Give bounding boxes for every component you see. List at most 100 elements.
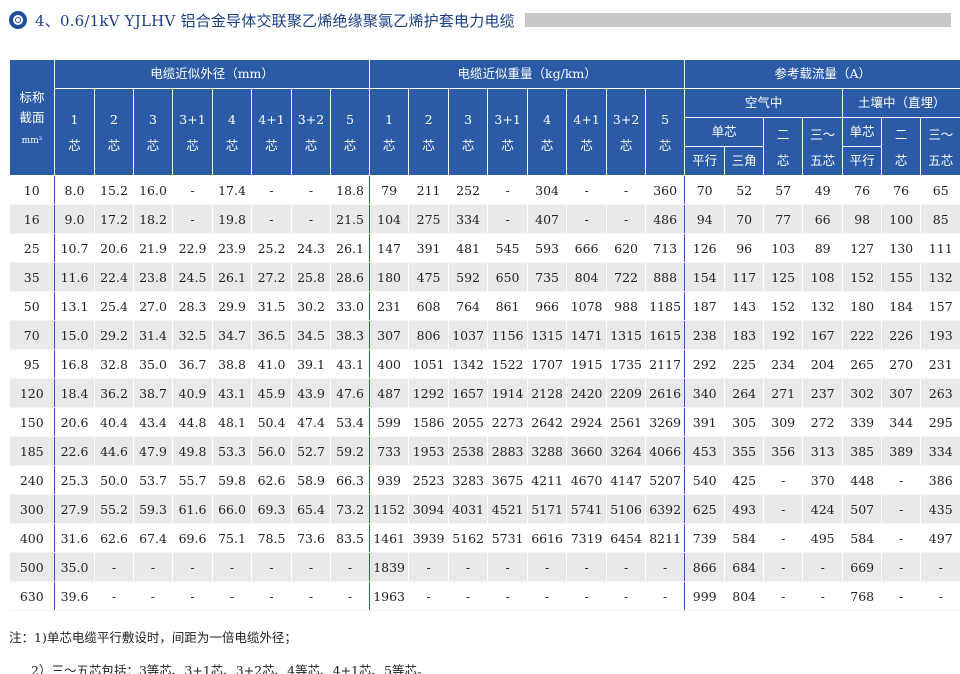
value-cell: 23.9 [212,233,252,263]
value-cell: 6616 [527,523,568,553]
value-cell: 6454 [606,523,647,553]
value-cell: 2561 [606,407,647,437]
value-cell: 26.1 [212,262,252,292]
value-cell: 391 [408,233,450,263]
value-cell: 167 [802,320,844,350]
table-row: 70 15.0 29.2 31.4 32.5 34.7 36.5 34.5 38.3 307 806… [9,320,960,350]
value-cell: 8211 [645,523,686,553]
value-cell: - [606,204,647,234]
value-cell: 28.6 [330,262,371,292]
value-cell: - [566,581,608,611]
section-cell: 630 [9,581,55,611]
value-cell: - [172,204,213,234]
value-cell: 53.7 [133,465,173,495]
header-line: 五芯 [810,152,836,168]
value-cell: - [920,581,960,611]
value-cell: 30.2 [291,291,331,321]
value-cell: - [487,581,529,611]
value-cell: 435 [920,494,960,524]
value-cell: 96 [724,233,765,263]
value-cell: - [408,552,450,582]
value-cell: - [763,581,804,611]
table-row: 35 11.6 22.4 23.8 24.5 26.1 27.2 25.8 28.6 180 475… [9,262,960,292]
value-cell: 2883 [487,436,529,466]
value-cell: - [881,523,922,553]
value-cell: 70 [724,204,765,234]
footnote-2: 2）三～五芯包括：3等芯、3+1芯、3+2芯、4等芯、4+1芯、5等芯。 [31,663,430,674]
soil-three-five-core-header: 三～ 五芯 [920,117,960,176]
value-cell: 11.6 [54,262,95,292]
value-cell: 66.0 [212,494,252,524]
value-cell: - [251,581,292,611]
value-cell: 45.9 [251,378,292,408]
value-cell: 24.3 [291,233,331,263]
value-cell: 1707 [527,349,568,379]
value-cell: 666 [566,233,608,263]
value-cell: 305 [724,407,765,437]
value-cell: 304 [527,175,568,205]
core-count: 5 [346,112,355,127]
value-cell: 127 [842,233,883,263]
value-cell: 31.6 [54,523,95,553]
value-cell: 650 [487,262,529,292]
header-line: 二 [894,126,908,142]
value-cell: - [763,465,804,495]
value-cell: 1051 [408,349,450,379]
value-cell: 391 [684,407,726,437]
core-suffix: 芯 [461,138,475,153]
value-cell: 34.7 [212,320,252,350]
core-count: 2 [424,112,433,127]
value-cell: 16.0 [133,175,173,205]
value-cell: 507 [842,494,883,524]
value-cell: 344 [881,407,922,437]
value-cell: 1292 [408,378,450,408]
core-suffix: 芯 [343,138,357,153]
value-cell: 608 [408,291,450,321]
value-cell: - [763,552,804,582]
value-cell: 1735 [606,349,647,379]
table-row: 150 20.6 40.4 43.4 44.8 48.1 50.4 47.4 53.4 599 15… [9,407,960,437]
section-cell: 70 [9,320,55,350]
value-cell: 25.8 [291,262,331,292]
value-cell: 69.3 [251,494,292,524]
core-count: 3 [464,112,473,127]
value-cell: 722 [606,262,647,292]
value-cell: 295 [920,407,960,437]
value-cell: 226 [881,320,922,350]
header-line: 三～ [928,126,954,142]
value-cell: 76 [881,175,922,205]
value-cell: 13.1 [54,291,95,321]
value-cell: - [448,581,489,611]
value-cell: 2523 [408,465,450,495]
cable-logo-icon [9,11,27,29]
value-cell: 360 [645,175,686,205]
value-cell: - [133,581,173,611]
value-cell: 33.0 [330,291,371,321]
value-cell: 222 [842,320,883,350]
value-cell: - [645,552,686,582]
value-cell: 3264 [606,436,647,466]
value-cell: 475 [408,262,450,292]
value-cell: 988 [606,291,647,321]
air-parallel-header: 平行 [684,146,726,176]
value-cell: 65 [920,175,960,205]
section-cell: 150 [9,407,55,437]
value-cell: - [448,552,489,582]
core-count: 5 [661,112,670,127]
value-cell: 8.0 [54,175,95,205]
value-cell: 27.2 [251,262,292,292]
value-cell: 448 [842,465,883,495]
value-cell: 50.4 [251,407,292,437]
value-cell: 356 [763,436,804,466]
value-cell: - [527,552,568,582]
value-cell: 939 [369,465,410,495]
value-cell: 806 [408,320,450,350]
value-cell: 584 [724,523,765,553]
value-cell: 50.0 [94,465,134,495]
core-suffix: 芯 [107,138,121,153]
value-cell: 10.7 [54,233,95,263]
value-cell: 340 [684,378,726,408]
